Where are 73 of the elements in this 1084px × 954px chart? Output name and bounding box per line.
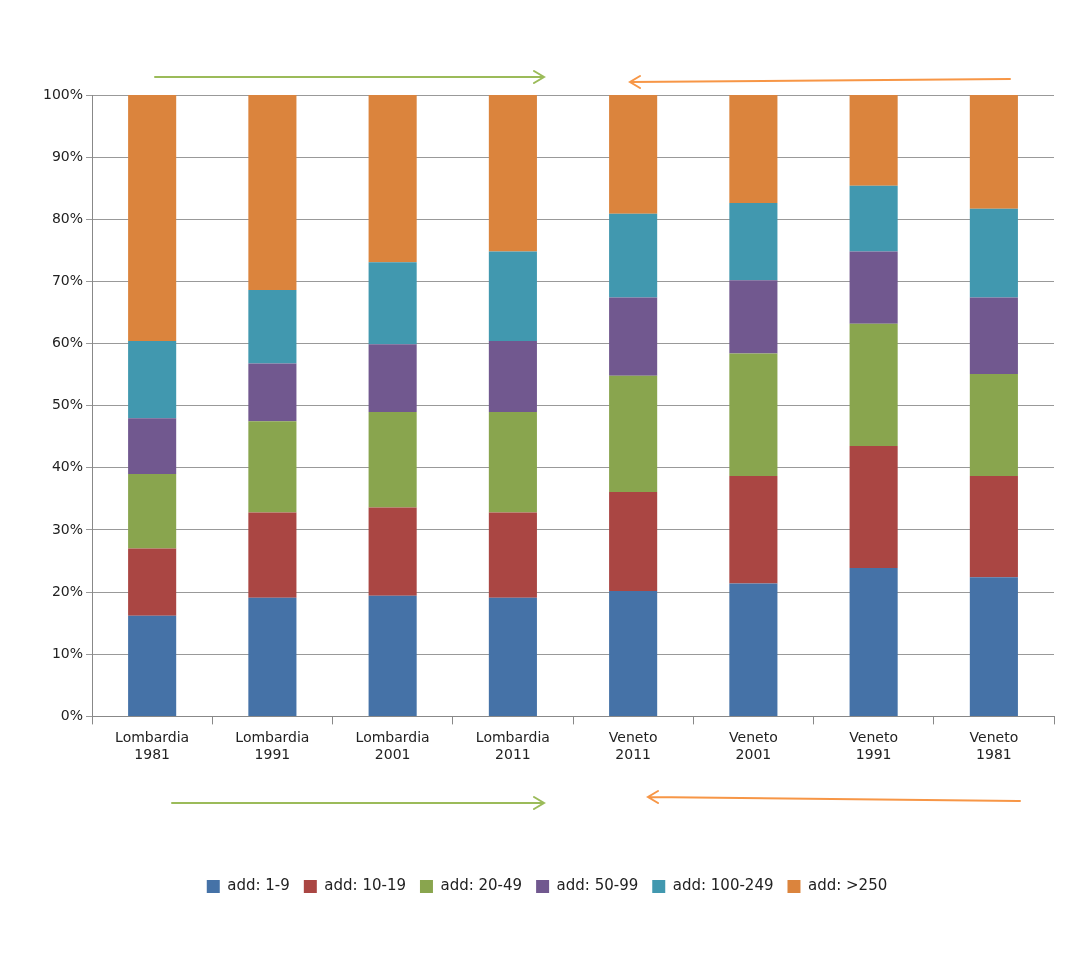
y-tick-label: 80% <box>51 209 84 226</box>
y-tick-label: 100% <box>42 85 84 102</box>
bar <box>368 507 417 596</box>
bar <box>368 262 417 345</box>
bar <box>609 297 658 376</box>
bar <box>248 597 297 716</box>
bar <box>248 95 297 291</box>
bar <box>488 411 537 513</box>
bar <box>729 95 778 204</box>
bar <box>368 344 417 412</box>
bar <box>729 583 778 716</box>
y-tick-label: 0% <box>60 707 84 724</box>
y-tick-label: 20% <box>51 582 84 599</box>
bar <box>488 341 537 412</box>
bar <box>849 95 898 186</box>
bar <box>368 595 417 716</box>
bar <box>248 363 297 422</box>
x-tick-label: Lombardia 2001 <box>355 729 430 763</box>
bar <box>128 615 177 716</box>
bar <box>729 203 778 281</box>
x-tick-label: Veneto 1981 <box>969 729 1019 763</box>
bar <box>849 323 898 447</box>
bar <box>969 208 1018 298</box>
bar <box>248 290 297 364</box>
bar <box>248 512 297 598</box>
bar <box>969 475 1018 578</box>
bar <box>488 251 537 342</box>
bar <box>849 567 898 716</box>
bar <box>248 421 297 513</box>
legend-label: add: 100-249 <box>672 876 774 895</box>
bar <box>849 185 898 252</box>
x-tick-label: Lombardia 1981 <box>115 729 190 763</box>
legend-label: add: 1-9 <box>227 876 290 895</box>
legend-label: add: 50-99 <box>556 876 639 895</box>
bar <box>128 95 177 342</box>
x-tick-label: Veneto 2011 <box>608 729 658 763</box>
bar <box>488 597 537 716</box>
bar <box>128 418 177 475</box>
bar <box>609 213 658 298</box>
legend-label: add: 20-49 <box>440 876 523 895</box>
y-tick-label: 10% <box>51 644 84 661</box>
bar <box>488 512 537 598</box>
bar <box>128 341 177 419</box>
legend-label: add: >250 <box>807 876 888 895</box>
y-tick-label: 60% <box>51 334 84 351</box>
bar <box>609 95 658 214</box>
bar <box>849 446 898 568</box>
bar <box>609 590 658 716</box>
bar <box>609 492 658 591</box>
y-tick-label: 50% <box>51 396 84 413</box>
x-tick-label: Lombardia 1991 <box>235 729 310 763</box>
bar <box>729 475 778 584</box>
bar <box>609 375 658 493</box>
bar <box>969 374 1018 476</box>
bar <box>729 280 778 354</box>
bar <box>969 577 1018 716</box>
y-tick-label: 30% <box>51 520 84 537</box>
y-tick-label: 40% <box>51 458 84 475</box>
bar <box>729 353 778 476</box>
x-tick-label: Veneto 2001 <box>729 729 778 763</box>
y-tick-label: 70% <box>51 272 84 289</box>
bar <box>488 95 537 252</box>
x-tick-label: Veneto 1991 <box>849 729 898 763</box>
x-tick-label: Lombardia 2011 <box>475 729 550 763</box>
bar <box>969 95 1018 209</box>
bar <box>368 95 417 263</box>
bar <box>128 548 177 616</box>
bar <box>969 297 1018 375</box>
bar <box>849 251 898 324</box>
legend-label: add: 10-19 <box>324 876 406 895</box>
y-tick-label: 90% <box>51 147 84 164</box>
bar <box>368 411 417 508</box>
bar <box>128 474 177 549</box>
